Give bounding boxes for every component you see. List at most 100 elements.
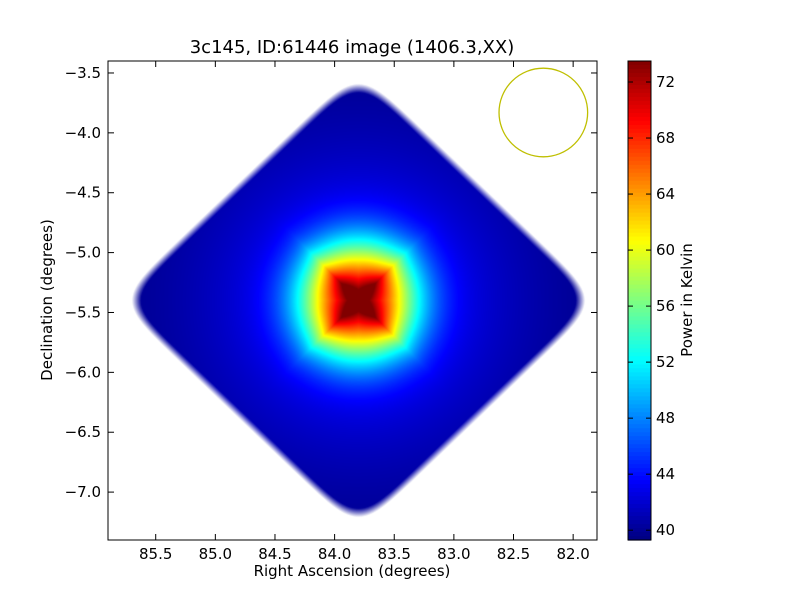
colorbar-segment — [628, 424, 651, 429]
colorbar-segment — [628, 156, 651, 162]
colorbar-segment — [628, 264, 651, 270]
x-tick-label: 82.5 — [497, 545, 530, 563]
colorbar-tick-label: 64 — [656, 185, 675, 203]
colorbar-segment — [628, 496, 651, 501]
y-axis-ticks: −3.5 −4.0 −4.5 −5.0 −5.5 −6.0 −6.5 −7.0 — [65, 64, 597, 501]
colorbar-segment — [628, 340, 651, 346]
colorbar-segment — [628, 184, 651, 190]
colorbar-segment — [628, 64, 651, 70]
x-tick-label: 85.0 — [199, 545, 232, 563]
colorbar-segment — [628, 100, 651, 106]
colorbar-segment — [628, 108, 651, 114]
colorbar-segment — [628, 188, 651, 194]
colorbar-segment — [628, 296, 651, 302]
colorbar-segment — [628, 140, 651, 146]
colorbar-segment — [628, 112, 651, 118]
y-tick-label: −5.0 — [65, 244, 101, 262]
colorbar-segment — [628, 168, 651, 174]
colorbar-segment — [628, 272, 651, 278]
colorbar-segment — [628, 104, 651, 110]
colorbar-segment — [628, 456, 651, 461]
colorbar-segment — [628, 212, 651, 218]
colorbar-segment — [628, 204, 651, 210]
colorbar-segment — [628, 124, 651, 130]
colorbar-segment — [628, 520, 651, 525]
colorbar-segment — [628, 220, 651, 226]
colorbar-segment — [628, 224, 651, 230]
colorbar-segment — [628, 416, 651, 421]
colorbar-segment — [628, 216, 651, 222]
colorbar-segment — [628, 408, 651, 413]
x-tick-label: 83.5 — [378, 545, 411, 563]
y-tick-label: −7.0 — [65, 483, 101, 501]
colorbar-segment — [628, 92, 651, 98]
colorbar-tick-label: 72 — [656, 73, 675, 91]
colorbar-segment — [628, 276, 651, 282]
colorbar-segment — [628, 144, 651, 150]
colorbar-segment — [628, 232, 651, 238]
colorbar-segment — [628, 136, 651, 142]
y-axis-label: Declination (degrees) — [38, 219, 56, 381]
colorbar-tick-label: 40 — [656, 521, 675, 539]
colorbar-segment — [628, 148, 651, 154]
colorbar-segment — [628, 396, 651, 401]
colorbar-segment — [628, 356, 651, 361]
y-tick-label: −4.5 — [65, 184, 101, 202]
colorbar-segment — [628, 228, 651, 234]
colorbar-segment — [628, 460, 651, 465]
colorbar-segment — [628, 348, 651, 353]
colorbar-tick-label: 68 — [656, 129, 675, 147]
colorbar-label: Power in Kelvin — [678, 243, 696, 357]
colorbar-segment — [628, 444, 651, 449]
colorbar-segment — [628, 492, 651, 497]
colorbar-segment — [628, 116, 651, 122]
x-axis-ticks: 85.5 85.0 84.5 84.0 83.5 83.0 82.5 82.0 — [139, 61, 590, 563]
y-tick-label: −6.0 — [65, 363, 101, 381]
heatmap-image — [108, 61, 597, 540]
colorbar-segment — [628, 428, 651, 433]
colorbar-segment — [628, 488, 651, 493]
colorbar-segment — [628, 384, 651, 389]
colorbar-segment — [628, 468, 651, 473]
colorbar-segment — [628, 352, 651, 357]
colorbar-segment — [628, 532, 651, 537]
colorbar-segment — [628, 536, 651, 541]
colorbar-segment — [628, 380, 651, 385]
colorbar-segment — [628, 196, 651, 202]
colorbar-segment — [628, 436, 651, 441]
colorbar-segment — [628, 84, 651, 90]
colorbar-segment — [628, 128, 651, 134]
colorbar-segment — [628, 268, 651, 274]
colorbar-segment — [628, 292, 651, 298]
colorbar-segment — [628, 448, 651, 453]
colorbar-segment — [628, 61, 651, 66]
colorbar-segment — [628, 524, 651, 529]
colorbar-segment — [628, 160, 651, 166]
colorbar-segment — [628, 72, 651, 78]
colorbar-tick-label: 56 — [656, 297, 675, 315]
colorbar-segment — [628, 308, 651, 314]
colorbar-segment — [628, 68, 651, 74]
colorbar-segment — [628, 440, 651, 445]
colorbar-segment — [628, 508, 651, 513]
colorbar-segment — [628, 464, 651, 469]
plot-area — [107, 60, 598, 541]
colorbar-segment — [628, 368, 651, 373]
colorbar-segment — [628, 480, 651, 485]
colorbar-segment — [628, 376, 651, 381]
colorbar-segment — [628, 364, 651, 369]
x-tick-label: 83.0 — [437, 545, 470, 563]
colorbar-segment — [628, 76, 651, 82]
colorbar-segment — [628, 304, 651, 310]
colorbar-segment — [628, 452, 651, 457]
colorbar-segment — [628, 152, 651, 158]
colorbar-segment — [628, 164, 651, 170]
colorbar-segment — [628, 516, 651, 521]
y-tick-label: −5.5 — [65, 303, 101, 321]
colorbar-segment — [628, 312, 651, 318]
colorbar-tick-label: 44 — [656, 465, 675, 483]
colorbar-segment — [628, 388, 651, 393]
x-tick-label: 84.0 — [318, 545, 351, 563]
colorbar-segment — [628, 336, 651, 342]
colorbar-segment — [628, 432, 651, 437]
